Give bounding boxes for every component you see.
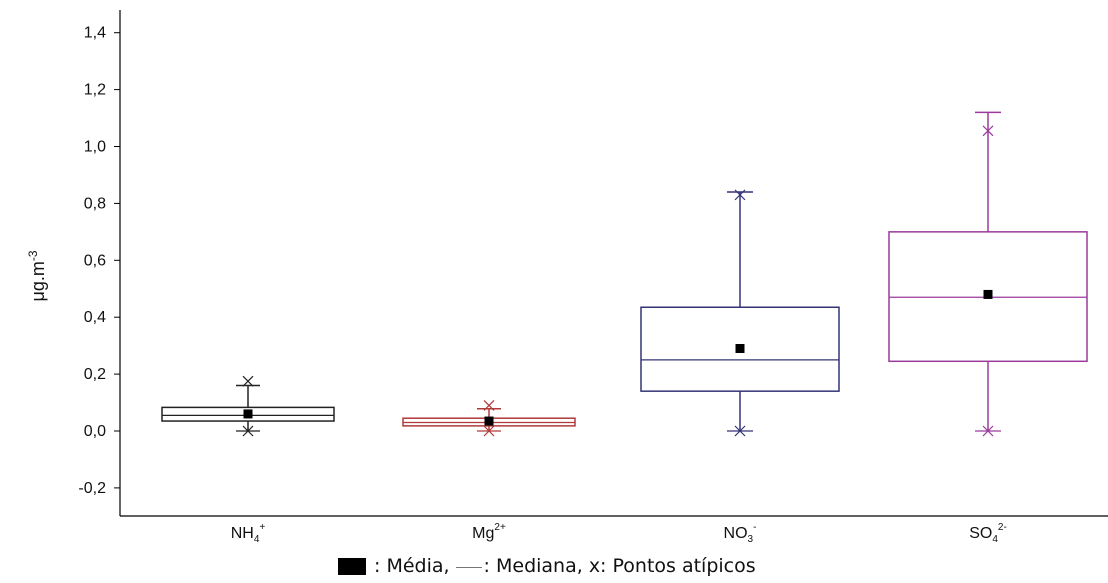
outlier-marker [483, 425, 495, 437]
box-plot-chart: -0,2 0,0 0,2 0,4 0,6 0,8 1,0 1,2 1,4 NH4+ Mg2+ NO3… [26, 10, 1108, 545]
box-3 [640, 189, 840, 437]
outlier-marker [734, 425, 746, 437]
legend-median-outlier-label: : Mediana, x: Pontos atípicos [483, 555, 756, 577]
outlier-marker [734, 189, 746, 201]
y-tick-label: 0,0 [84, 423, 106, 440]
mean-marker [983, 289, 993, 299]
x-tick-label: NH4+ [231, 522, 266, 545]
outlier-marker [982, 425, 994, 437]
y-tick-label: 1,0 [84, 139, 106, 156]
box-4 [888, 111, 1088, 437]
x-tick-label: SO42- [969, 522, 1007, 545]
y-ticks: -0,2 0,0 0,2 0,4 0,6 0,8 1,0 1,2 1,4 [78, 25, 120, 497]
y-tick-label: 0,2 [84, 366, 106, 383]
y-axis-label: μg.m-3 [26, 250, 48, 301]
legend-mean-label: : Média, [374, 555, 450, 577]
mean-marker [735, 343, 745, 353]
axes [119, 10, 1108, 517]
y-tick-label: 0,6 [84, 252, 106, 269]
y-tick-label: 0,4 [84, 309, 106, 326]
mean-marker [484, 416, 494, 426]
y-tick-label: -0,2 [78, 480, 106, 497]
y-tick-label: 0,8 [84, 195, 106, 212]
box-1 [161, 375, 335, 437]
median-line-swatch [455, 566, 482, 568]
mean-marker [243, 409, 253, 419]
outlier-marker [982, 125, 994, 137]
y-tick-label: 1,2 [84, 82, 106, 99]
x-tick-label: NO3- [724, 522, 757, 545]
box-series [161, 111, 1088, 437]
outlier-marker [242, 375, 254, 387]
box-2 [402, 399, 576, 437]
legend: : Média, : Mediana, x: Pontos atípicos [338, 552, 756, 580]
outlier-marker [483, 399, 495, 411]
y-tick-label: 1,4 [84, 25, 106, 42]
outlier-marker [242, 425, 254, 437]
x-tick-labels: NH4+ Mg2+ NO3- SO42- [231, 522, 1007, 545]
x-tick-label: Mg2+ [472, 522, 506, 542]
mean-marker-swatch [338, 557, 366, 575]
